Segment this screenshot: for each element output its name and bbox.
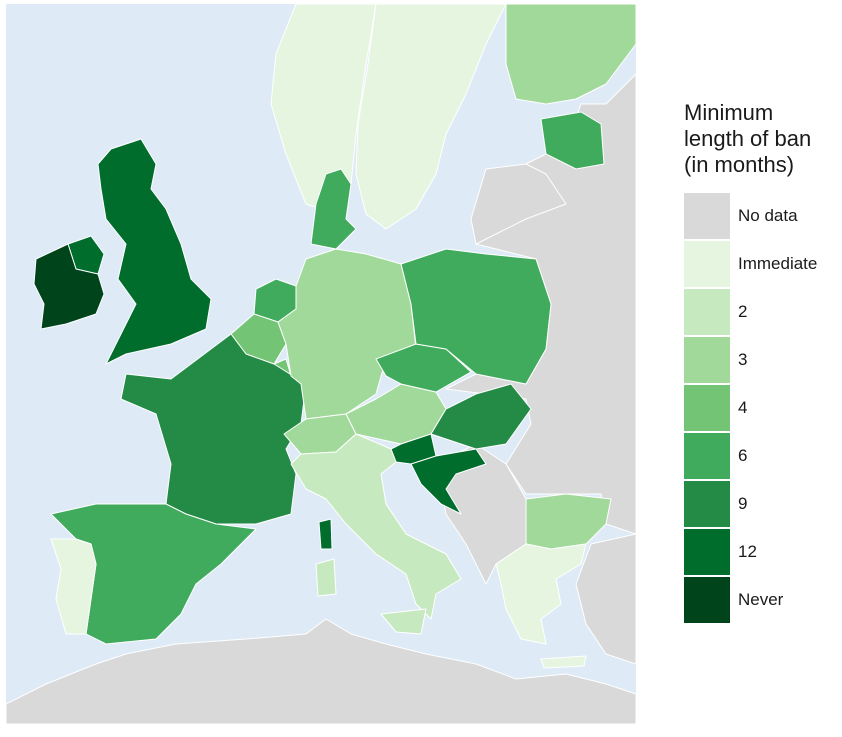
region-portugal: [50, 538, 97, 635]
region-croatia: [410, 448, 487, 515]
region-france: [120, 333, 307, 525]
region-italy: [290, 433, 462, 620]
legend-title-line: length of ban: [684, 126, 812, 151]
legend-swatch: [684, 433, 730, 479]
region-sweden: [355, 4, 507, 230]
region-sicily: [380, 608, 427, 635]
region-corsica: [318, 518, 333, 550]
legend-item: 9: [684, 480, 834, 528]
legend-label: 4: [738, 398, 748, 417]
legend-label: 12: [738, 542, 757, 561]
region-finland: [505, 4, 636, 105]
region-ireland: [33, 243, 105, 330]
choropleth-map: [6, 4, 636, 724]
legend-item: 12: [684, 528, 834, 576]
region-poland: [400, 248, 552, 385]
legend-label: 2: [738, 302, 748, 321]
region-hungary: [430, 383, 532, 450]
legend-swatch: [684, 385, 730, 431]
legend-swatch: [684, 337, 730, 383]
legend-label: Immediate: [738, 254, 818, 273]
legend-swatch: [684, 577, 730, 623]
region-sardinia: [315, 558, 337, 597]
legend-title: Minimum length of ban (in months): [684, 100, 834, 178]
legend-swatch: [684, 241, 730, 287]
legend-item: No data: [684, 192, 834, 240]
legend-label: 9: [738, 494, 748, 513]
region-turkey: [575, 533, 636, 665]
legend-swatch: [684, 481, 730, 527]
region-germany: [277, 248, 417, 420]
region-north-africa: [6, 618, 636, 724]
legend-item: 2: [684, 288, 834, 336]
legend-item: Never: [684, 576, 834, 624]
legend-item: 4: [684, 384, 834, 432]
legend-swatch: [684, 193, 730, 239]
region-crete: [540, 655, 587, 669]
legend-title-line: (in months): [684, 152, 795, 177]
legend-item: Immediate: [684, 240, 834, 288]
legend-title-line: Minimum: [684, 100, 774, 125]
legend-label: Never: [738, 590, 784, 609]
region-great-britain: [97, 138, 212, 365]
legend-swatch: [684, 289, 730, 335]
region-denmark: [310, 168, 357, 250]
region-lithuania-latvia: [470, 163, 567, 245]
legend-label: 3: [738, 350, 748, 369]
legend-label: 6: [738, 446, 748, 465]
region-estonia: [540, 111, 605, 170]
map-legend: Minimum length of ban (in months) No dat…: [684, 100, 834, 624]
region-greece: [495, 543, 587, 645]
legend-swatch: [684, 529, 730, 575]
legend-item: 3: [684, 336, 834, 384]
legend-item: 6: [684, 432, 834, 480]
legend-label: No data: [738, 206, 798, 225]
